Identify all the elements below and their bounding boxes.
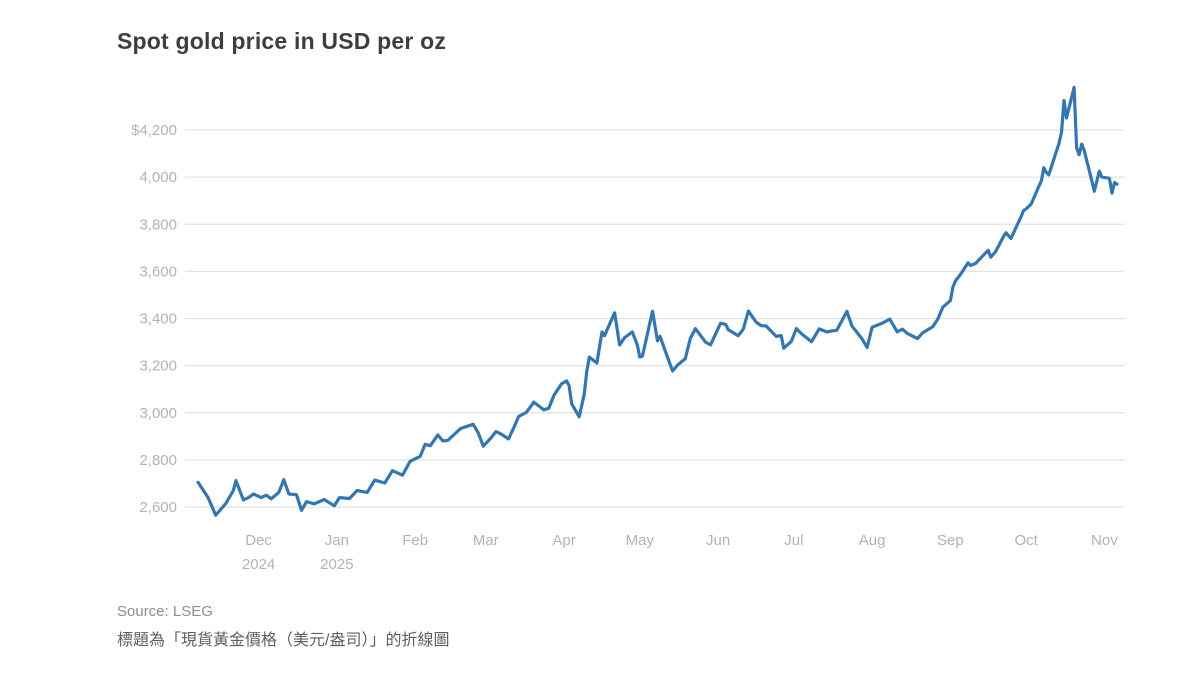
y-tick-label: 3,000: [139, 405, 177, 422]
gold-price-line: [196, 85, 1119, 517]
x-tick-year-label: 2025: [320, 556, 353, 573]
y-tick-label: 4,000: [139, 169, 177, 186]
y-tick-label: 2,800: [139, 452, 177, 469]
y-tick-label: 3,800: [139, 216, 177, 233]
x-tick-label: Mar: [473, 532, 499, 549]
y-tick-label: 2,600: [139, 499, 177, 516]
x-tick-label: Apr: [552, 532, 575, 549]
x-tick-label: Feb: [402, 532, 428, 549]
y-tick-label: 3,400: [139, 311, 177, 328]
x-tick-label: Jun: [706, 532, 730, 549]
x-tick-label: Aug: [859, 532, 886, 549]
y-tick-label: 3,200: [139, 358, 177, 375]
chart-title: Spot gold price in USD per oz: [117, 28, 447, 54]
y-tick-label: $4,200: [131, 122, 177, 139]
y-tick-label: 3,600: [139, 263, 177, 280]
x-tick-label: Dec: [245, 532, 272, 549]
alt-text-caption: 標題為「現貨黃金價格（美元/盎司）」的折線圖: [117, 632, 450, 649]
source-note: Source: LSEG: [117, 603, 213, 620]
x-tick-label: Nov: [1091, 532, 1118, 549]
x-tick-label: Oct: [1014, 532, 1038, 549]
x-tick-year-label: 2024: [242, 556, 275, 573]
x-tick-label: Jan: [325, 532, 349, 549]
x-tick-label: May: [626, 532, 655, 549]
x-tick-label: Sep: [937, 532, 964, 549]
x-tick-label: Jul: [784, 532, 803, 549]
